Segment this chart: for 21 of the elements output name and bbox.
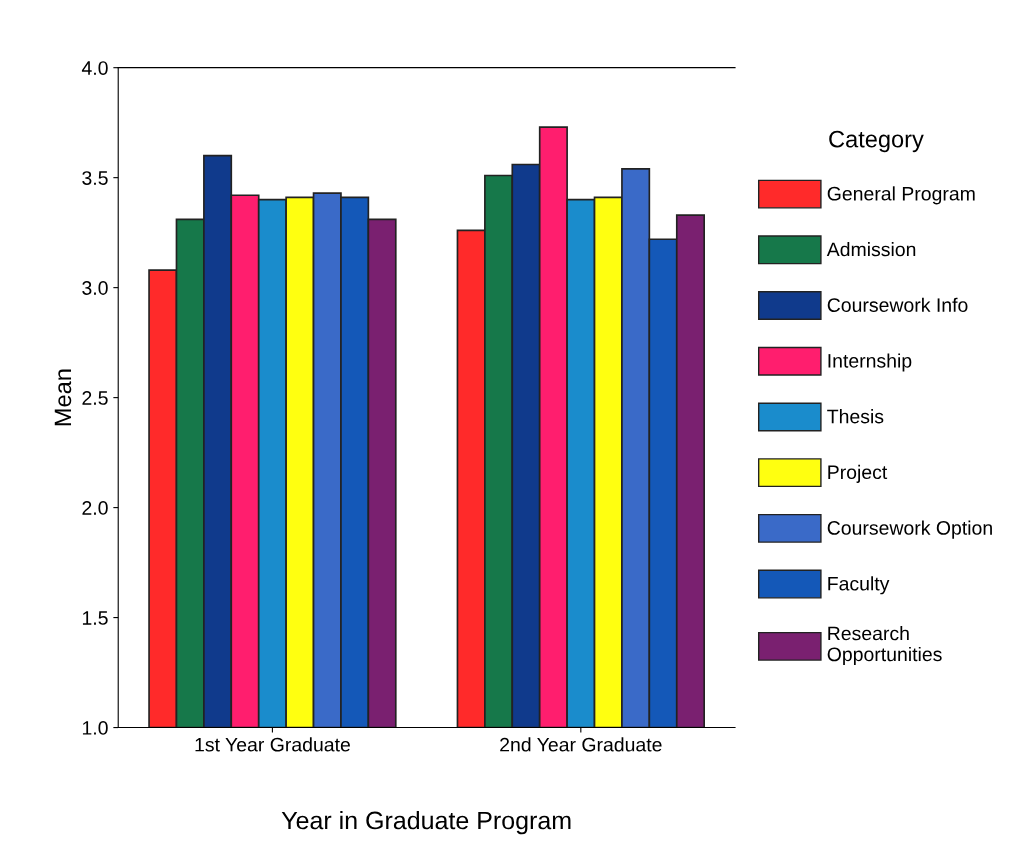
y-tick-label: 2.5 — [82, 391, 108, 405]
y-tick-label: 4.0 — [81, 61, 108, 75]
x-tick-label: 1st Year Graduate — [195, 737, 350, 752]
legend-label: Research Opportunities — [827, 626, 942, 666]
y-tick-label: 3.5 — [82, 171, 108, 185]
legend-label: Faculty — [828, 576, 890, 595]
y-tick-label: 2.0 — [82, 501, 108, 515]
y-tick-label: 3.0 — [82, 281, 108, 295]
legend-label: Project — [828, 464, 888, 483]
legend-title: Category — [829, 130, 924, 153]
y-tick-label: 1.0 — [82, 721, 108, 735]
x-axis-title: Year in Graduate Program — [281, 810, 571, 835]
legend-label: Coursework Option — [827, 520, 992, 539]
y-axis-title: Mean — [54, 369, 72, 426]
legend-label: Internship — [828, 353, 912, 372]
legend-label: Thesis — [827, 409, 884, 424]
legend-label: General Program — [827, 186, 975, 205]
legend-label: Admission — [826, 242, 916, 257]
y-tick-label: 1.5 — [82, 611, 108, 625]
legend-label: Coursework Info — [827, 297, 968, 312]
x-tick-label: 2nd Year Graduate — [500, 737, 662, 752]
